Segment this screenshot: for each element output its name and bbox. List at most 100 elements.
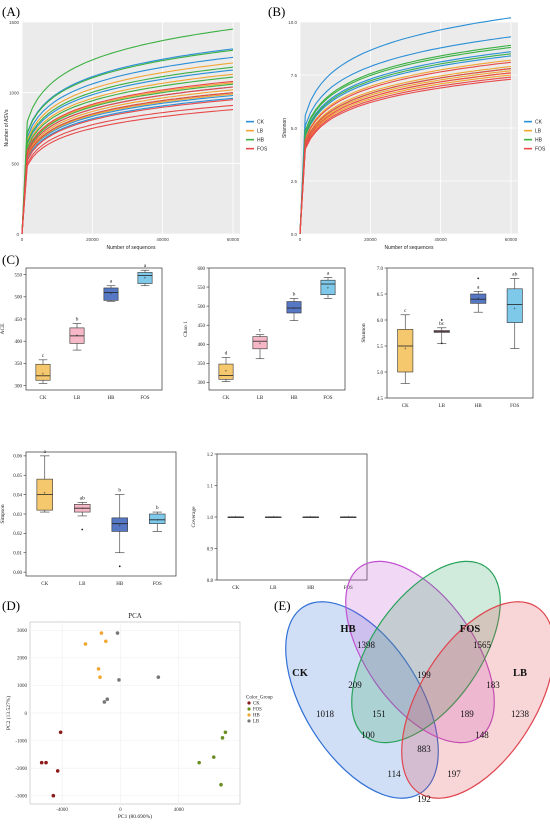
box-mean-marker: + [309,515,312,520]
y-tick-label: 10.0 [288,20,297,25]
rarefaction-curve-fos [21,86,234,235]
x-tick-label: 0 [299,237,302,242]
box-fos [137,272,153,284]
box-outlier [81,528,84,531]
rarefaction-curve-hb [21,28,234,235]
shannon-boxplot: 4.5 5.0 5.5 6.0 6.5 7.0 Shannon CK + c LB + bc HB + a FO… [361,267,534,409]
venn-region-ck: 1018 [316,709,335,719]
box-mean-marker: + [156,517,159,522]
y-axis-label: Chao 1 [183,321,189,337]
x-tick-label: 40000 [156,237,169,242]
y-tick-label: 550 [198,286,206,291]
x-tick-label: FOS [510,404,519,409]
significance-letter: ab [80,495,85,501]
legend-label-fos: FOS [253,707,262,712]
y-tick-label: 3000 [17,629,28,634]
box-mean-marker: + [404,346,407,351]
rarefaction-asv-chart: 0 500 1000 1500 0 20000 40000 60000 Number of se… [4,20,268,251]
venn-region-fos: 1565 [473,640,492,650]
y-axis-label: Number of ASVs [4,109,10,146]
rarefaction-curve-hb [299,46,512,235]
significance-letter: c [42,353,45,359]
rarefaction-curve-lb [21,62,234,235]
significance-letter: a [144,263,147,269]
significance-letter: d [225,351,228,357]
pca-point-fos [197,760,201,765]
rarefaction-curve-fos [299,68,512,235]
rarefaction-curve-ck [21,94,234,235]
y-tick-label: 1500 [9,20,20,25]
y-tick-label: 4.5 [377,397,384,402]
box-hb [286,301,302,314]
rarefaction-curve-fos [299,78,512,235]
venn-set-label-hb: HB [340,624,355,635]
box-mean-marker: + [144,275,147,280]
pca-point-fos [220,736,225,740]
legend-label-hb: HB [535,138,543,144]
y-tick-label: 0.06 [13,455,22,460]
y-tick-label: 6.0 [377,319,384,324]
legend-title: Color_Group [246,695,273,700]
rarefaction-curve-fos [21,99,234,235]
legend-label-lb: LB [253,719,259,724]
x-tick-label: HB [291,396,299,401]
box-lb [252,336,268,350]
x-tick-label: FOS [323,396,332,401]
x-tick-label: HB [307,586,315,591]
x-tick-label: FOS [140,396,149,401]
y-tick-label: 0.00 [13,571,22,576]
y-tick-label: 0 [16,232,19,237]
y-tick-label: 5.5 [377,345,384,350]
x-tick-label: 0 [119,808,122,813]
x-tick-label: 20000 [86,237,99,242]
rarefaction-curve-hb [21,49,234,235]
pca-point-ck [51,793,56,798]
pca-point-fos [211,755,216,759]
rarefaction-curve-lb [299,70,512,235]
box-mean-marker: + [118,523,121,528]
legend-label-fos: FOS [535,147,546,153]
box-mean-marker: + [42,372,45,377]
box-ck [397,329,414,373]
significance-letter: ab [512,271,517,277]
rarefaction-curve-fos [21,80,234,235]
pca-point-ck [58,730,63,735]
significance-letter: b [118,488,121,494]
y-tick-label: 500 [15,296,23,301]
x-tick-label: CK [402,404,409,409]
rarefaction-curve-ck [21,69,234,235]
venn-region-ck-fos: 100 [361,730,375,740]
box-mean-marker: + [440,329,443,334]
box-mean-marker: + [513,306,516,311]
pca-point-fos [223,730,228,735]
rarefaction-curve-ck [299,17,512,235]
box-hb [111,517,128,532]
venn-set-label-fos: FOS [460,624,481,635]
y-tick-label: -2000 [15,767,27,772]
venn-region-ck-hb-fos: 151 [372,709,386,719]
legend-swatch-fos [247,707,251,711]
box-mean-marker: + [347,515,350,520]
x-tick-label: LB [257,396,264,401]
y-tick-label: 0.03 [13,513,22,518]
x-tick-label: 60000 [505,237,518,242]
y-tick-label: 1.2 [207,453,214,458]
legend-label-hb: HB [253,713,260,718]
box-mean-marker: + [81,506,84,511]
legend-label-fos: FOS [257,147,268,153]
rarefaction-curve-lb [21,82,234,235]
x-tick-label: CK [41,582,48,587]
rarefaction-shannon-chart: 0.0 2.5 5.0 7.5 10.0 0 20000 40000 60000 Number o… [282,17,546,251]
plot-frame [208,267,346,391]
x-tick-label: 60000 [227,237,240,242]
y-tick-label: -3000 [15,795,27,800]
legend-swatch-lb [247,719,251,723]
pca-point-hb [99,631,104,635]
box-ck [35,363,51,381]
x-tick-label: LB [74,396,81,401]
x-tick-label: LB [79,582,86,587]
y-tick-label: 7.0 [377,267,384,272]
y-axis-label: Shannon [361,323,367,343]
box-outlier [118,565,121,568]
simpson-boxplot: 0.00 0.01 0.02 0.03 0.04 0.05 0.06 Simpson CK + a L… [0,449,177,587]
